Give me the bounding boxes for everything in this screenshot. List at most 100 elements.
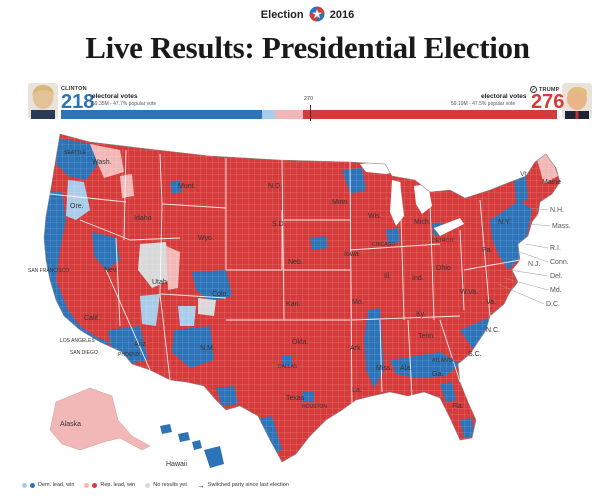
us-outline	[43, 133, 561, 463]
legend-no-results: No results yet	[145, 482, 187, 488]
bar-segment-rep-win	[302, 110, 557, 119]
label-san-diego: SAN DIEGO	[70, 350, 98, 356]
dem-popular-vote: 59.35M - 47.7% popular vote	[92, 101, 157, 107]
label-ga: Ga.	[432, 371, 443, 378]
trump-photo	[562, 83, 592, 119]
label-ariz: Ariz.	[134, 341, 148, 348]
label-detroit: DETROIT	[432, 238, 454, 244]
legend-no-results-label: No results yet	[153, 482, 187, 488]
page-title: Live Results: Presidential Election	[85, 30, 530, 65]
label-miss: Miss.	[376, 365, 392, 372]
lake-erie	[434, 218, 464, 236]
label-texas: Texas	[286, 395, 305, 402]
dem-candidate-name: CLINTON	[61, 86, 87, 92]
label-los-angeles: LOS ANGELES	[60, 338, 95, 344]
label-ala: Ala.	[400, 365, 412, 372]
switched-arrow-icon: →	[196, 480, 205, 490]
label-del: Del.	[550, 273, 563, 280]
label-san-francisco: SAN FRANCISCO	[28, 268, 69, 274]
rep-candidate-name-text: TRUMP	[539, 87, 560, 93]
bar-segment-rep-lead	[274, 110, 303, 119]
label-nj: N.J.	[528, 261, 541, 268]
label-nm: N.M.	[200, 345, 215, 352]
label-ky: Ky.	[416, 311, 426, 318]
label-chicago: CHICAGO	[372, 242, 395, 248]
label-ore: Ore.	[70, 203, 84, 210]
label-wyo: Wyo.	[198, 235, 214, 242]
label-vt: Vt.	[520, 171, 529, 178]
label-nc: N.C.	[486, 327, 500, 334]
label-iowa: Iowa	[344, 251, 359, 258]
rep-ev-label: electoral votes	[481, 93, 527, 100]
label-okla: Okla.	[292, 339, 308, 346]
label-minn: Minn.	[332, 199, 349, 206]
label-sd: S.D.	[272, 221, 286, 228]
label-ark: Ark.	[350, 345, 363, 352]
label-idaho: Idaho	[134, 215, 152, 222]
label-kan: Kan.	[286, 301, 300, 308]
legend-dem-win-dot	[30, 482, 35, 488]
bar-segment-dem-win	[61, 110, 262, 119]
rep-candidate-name: ✓ TRUMP	[530, 86, 560, 93]
label-ny: N.Y.	[498, 219, 511, 226]
label-ind: Ind.	[412, 275, 424, 282]
label-conn: Conn.	[550, 259, 569, 266]
label-hawaii: Hawaii	[166, 461, 187, 468]
label-atlanta: ATLANTA	[432, 358, 454, 364]
label-mont: Mont.	[178, 183, 196, 190]
label-ill: Ill.	[384, 273, 391, 280]
legend-dem-lead-dot	[22, 482, 27, 488]
label-wash: Wash.	[92, 159, 112, 166]
brand-left: Election	[260, 9, 304, 21]
electoral-vote-bar	[61, 110, 557, 119]
label-seattle: SEATTLE	[64, 150, 87, 156]
label-mo: Mo.	[352, 299, 364, 306]
legend-switched-label: Switched party since last election	[207, 482, 289, 488]
legend-switched: → Switched party since last election	[196, 480, 289, 490]
label-colo: Colo.	[212, 291, 228, 298]
election-brand: Election 2016	[0, 6, 615, 22]
label-nd: N.D.	[268, 183, 282, 190]
label-neb: Neb.	[288, 259, 303, 266]
map-legend: Dem. lead, win Rep. lead, win No results…	[22, 480, 289, 490]
label-alaska: Alaska	[60, 421, 81, 428]
label-phoenix: PHOENIX	[118, 352, 141, 358]
label-calif: Calif.	[84, 315, 100, 322]
map-labels: SEATTLE Wash. Mont. N.D. Minn. Ore. Idah…	[28, 150, 511, 468]
state-borders	[49, 149, 521, 411]
clinton-photo	[28, 83, 58, 119]
legend-rep-lead-dot	[84, 482, 90, 488]
brand-right: 2016	[329, 9, 355, 21]
label-la: La.	[352, 387, 362, 394]
label-sc: S.C.	[468, 351, 482, 358]
legend-rep: Rep. lead, win	[84, 482, 135, 488]
label-va: Va.	[486, 299, 496, 306]
label-utah: Utah	[152, 279, 167, 286]
label-mass: Mass.	[552, 223, 571, 230]
label-fla: Fla.	[452, 403, 464, 410]
alaska-inset	[49, 387, 151, 451]
winner-check-icon: ✓	[530, 86, 537, 93]
label-wis: Wis.	[368, 213, 382, 220]
threshold-270-label: 270	[303, 96, 314, 102]
legend-no-results-dot	[145, 482, 151, 488]
legend-dem-label: Dem. lead, win	[38, 482, 75, 488]
us-county-map: SEATTLE Wash. Mont. N.D. Minn. Ore. Idah…	[28, 133, 571, 468]
election-star-icon	[309, 6, 325, 22]
dem-electoral-votes: 218	[61, 91, 95, 113]
rep-electoral-votes: 276	[531, 91, 565, 113]
dem-ev-label: electoral votes	[92, 93, 138, 100]
lake-huron	[414, 184, 432, 214]
rep-popular-vote: 59.19M - 47.5% popular vote	[451, 101, 516, 107]
label-wva: W.Va.	[460, 289, 478, 296]
lake-superior	[360, 160, 412, 174]
label-dallas: DALLAS	[278, 364, 298, 370]
legend-rep-win-dot	[92, 482, 98, 488]
threshold-270-tick	[309, 105, 311, 121]
label-houston: HOUSTON	[302, 404, 327, 410]
northeast-callouts: Vt. Maine N.H. Mass. R.I. Conn. N.J. Del…	[497, 171, 571, 308]
label-maine: Maine	[542, 179, 561, 186]
label-ohio: Ohio	[436, 265, 451, 272]
label-dc: D.C.	[546, 301, 560, 308]
legend-dem: Dem. lead, win	[22, 482, 74, 488]
